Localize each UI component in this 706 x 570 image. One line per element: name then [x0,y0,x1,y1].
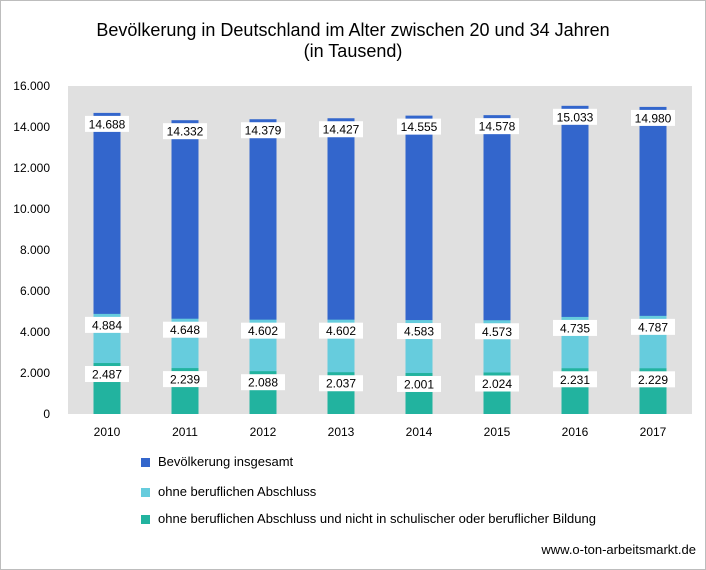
data-label: 4.648 [170,323,200,337]
source-credit: www.o-ton-arbeitsmarkt.de [541,542,696,557]
legend-swatch-total [141,458,150,467]
x-tick-label: 2017 [640,425,667,439]
data-label-box [631,109,675,126]
data-label-box [163,371,207,388]
data-label: 14.379 [245,124,282,138]
y-tick-label: 4.000 [20,325,50,339]
data-label-box [85,366,129,383]
x-tick-label: 2010 [94,425,121,439]
data-label: 2.487 [92,368,122,382]
data-label: 4.573 [482,325,512,339]
data-label-box [163,123,207,140]
data-label-box [631,318,675,335]
data-label: 4.583 [404,325,434,339]
x-tick-label: 2014 [406,425,433,439]
y-tick-label: 16.000 [13,79,50,93]
y-tick-label: 12.000 [13,161,50,175]
x-tick-label: 2015 [484,425,511,439]
y-tick-label: 14.000 [13,120,50,134]
x-tick-label: 2012 [250,425,277,439]
chart-title: Bevölkerung in Deutschland im Alter zwis… [96,20,610,40]
data-label: 14.332 [167,125,204,139]
data-label: 2.229 [638,373,668,387]
legend-swatch-no-degree [141,488,150,497]
y-tick-label: 0 [43,407,50,421]
data-label-box [319,121,363,138]
data-label-box [553,371,597,388]
data-label: 2.024 [482,377,512,391]
data-label-box [631,371,675,388]
data-label: 4.602 [326,324,356,338]
data-label: 4.602 [248,324,278,338]
legend-item-no-degree-no-training: ohne beruflichen Abschluss und nicht in … [141,511,596,526]
data-label-box [553,108,597,125]
data-label: 14.555 [401,120,438,134]
data-label: 14.980 [635,111,672,125]
chart-subtitle: (in Tausend) [303,41,403,61]
data-label: 15.033 [557,110,594,124]
legend-swatch-no-degree-no-training [141,515,150,524]
y-tick-label: 2.000 [20,366,50,380]
data-label: 4.735 [560,321,590,335]
legend-item-no-degree: ohne beruflichen Abschluss [141,484,317,499]
y-tick-label: 10.000 [13,202,50,216]
data-label-box [475,323,519,340]
y-tick-label: 6.000 [20,284,50,298]
chart-svg: 0 2.000 4.000 6.000 8.000 10.000 12.000 14.000 1… [13,79,692,439]
data-label-box [397,118,441,135]
data-label-box [85,115,129,132]
legend-item-total: Bevölkerung insgesamt [141,454,294,469]
data-label-box [241,374,285,391]
y-tick-label: 8.000 [20,243,50,257]
data-label-box [163,321,207,338]
plot-area [68,86,692,414]
x-tick-label: 2013 [328,425,355,439]
data-label-box [241,322,285,339]
data-label: 2.001 [404,377,434,391]
data-label-box [475,118,519,135]
data-label-box [319,322,363,339]
data-label-box [85,316,129,333]
data-label: 14.427 [323,123,360,137]
data-label: 2.037 [326,377,356,391]
legend-label-no-degree-no-training: ohne beruflichen Abschluss und nicht in … [158,511,596,526]
data-label: 4.884 [92,318,122,332]
data-label: 14.578 [479,120,516,134]
legend-label-total: Bevölkerung insgesamt [158,454,294,469]
data-label: 2.088 [248,376,278,390]
x-tick-label: 2011 [172,425,198,439]
data-label-box [397,323,441,340]
data-label-box [553,319,597,336]
chart-title-block: Bevölkerung in Deutschland im Alter zwis… [0,20,706,62]
data-label: 2.239 [170,373,200,387]
data-label: 4.787 [638,320,668,334]
data-label-box [319,375,363,392]
data-label-box [397,375,441,392]
data-label: 2.231 [560,373,590,387]
x-tick-label: 2016 [562,425,589,439]
legend-label-no-degree: ohne beruflichen Abschluss [158,484,317,499]
data-label-box [475,375,519,392]
data-label: 14.688 [89,117,126,131]
data-label-box [241,122,285,139]
